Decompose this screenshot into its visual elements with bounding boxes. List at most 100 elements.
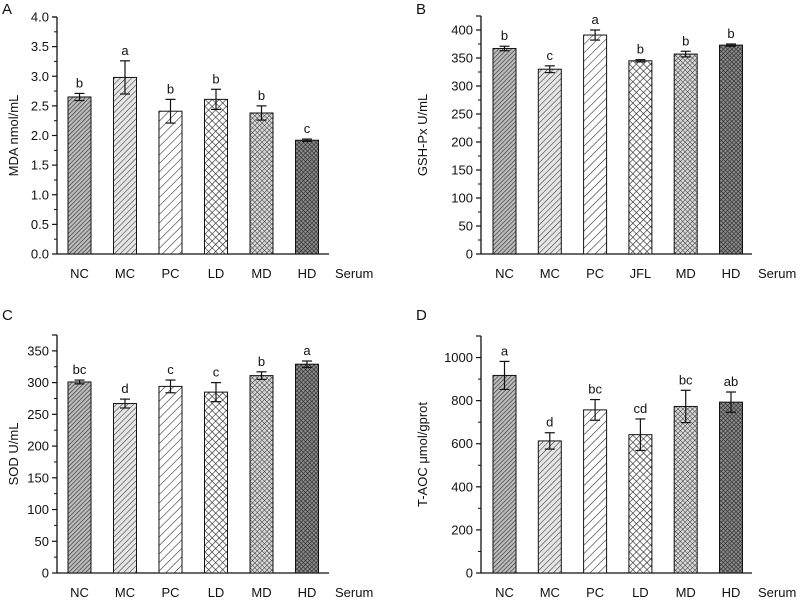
y-axis-label: T-AOC μmol/gprot bbox=[415, 402, 430, 507]
significance-letter: ab bbox=[724, 374, 738, 389]
significance-letter: c bbox=[547, 48, 554, 63]
x-tick-label: HD bbox=[298, 585, 317, 600]
bar-mc bbox=[113, 76, 137, 255]
bar-nc bbox=[67, 96, 92, 255]
bar-hd bbox=[719, 401, 743, 574]
y-tick-label: 100 bbox=[451, 191, 473, 206]
y-tick-label: 300 bbox=[27, 375, 49, 390]
bar-mc bbox=[537, 440, 562, 574]
significance-letter: c bbox=[304, 121, 311, 136]
y-tick-label: 2.0 bbox=[31, 128, 49, 143]
panel-label: C bbox=[2, 307, 13, 324]
x-tick-label: HD bbox=[722, 266, 741, 281]
x-tick-label: HD bbox=[298, 266, 317, 281]
bar-md bbox=[249, 375, 274, 574]
x-tick-label: NC bbox=[70, 585, 89, 600]
bar-md bbox=[249, 112, 274, 255]
y-tick-label: 250 bbox=[451, 107, 473, 122]
y-tick-label: 3.0 bbox=[31, 69, 49, 84]
bar-mc bbox=[537, 68, 562, 255]
significance-letter: c bbox=[167, 362, 174, 377]
y-tick-label: 50 bbox=[35, 534, 49, 549]
x-tick-label: LD bbox=[208, 266, 225, 281]
bar-md bbox=[673, 53, 698, 255]
y-tick-label: 400 bbox=[451, 479, 473, 494]
bar-hd bbox=[295, 363, 319, 574]
significance-letter: a bbox=[591, 12, 599, 27]
y-tick-label: 0 bbox=[466, 247, 473, 262]
significance-letter: cd bbox=[634, 401, 648, 416]
bar-nc bbox=[67, 381, 92, 574]
y-tick-label: 1.5 bbox=[31, 158, 49, 173]
significance-letter: b bbox=[258, 88, 265, 103]
y-tick-label: 1000 bbox=[444, 350, 473, 365]
y-tick-label: 100 bbox=[27, 502, 49, 517]
significance-letter: a bbox=[501, 343, 509, 358]
significance-letter: bc bbox=[73, 362, 87, 377]
bar-md bbox=[673, 405, 698, 574]
y-tick-label: 250 bbox=[27, 407, 49, 422]
bar-pc bbox=[583, 34, 608, 255]
y-tick-label: 350 bbox=[27, 343, 49, 358]
significance-letter: bc bbox=[588, 382, 602, 397]
x-axis-label: Serum bbox=[758, 585, 796, 600]
y-tick-label: 1.0 bbox=[31, 187, 49, 202]
x-tick-label: PC bbox=[161, 585, 179, 600]
y-tick-label: 350 bbox=[451, 51, 473, 66]
x-tick-label: PC bbox=[161, 266, 179, 281]
x-tick-label: JFL bbox=[630, 266, 652, 281]
bar-hd bbox=[719, 44, 743, 255]
bar-pc bbox=[158, 385, 183, 574]
significance-letter: b bbox=[501, 28, 508, 43]
significance-letter: a bbox=[303, 343, 311, 358]
x-axis-label: Serum bbox=[758, 266, 796, 281]
bar-mc bbox=[113, 403, 137, 574]
y-tick-label: 200 bbox=[27, 439, 49, 454]
x-tick-label: MD bbox=[676, 266, 696, 281]
x-tick-label: MD bbox=[251, 585, 271, 600]
x-tick-label: MC bbox=[540, 585, 560, 600]
y-tick-label: 0 bbox=[42, 566, 49, 581]
y-axis-label: MDA nmol/mL bbox=[6, 95, 21, 177]
y-tick-label: 50 bbox=[459, 219, 473, 234]
panel-label: B bbox=[416, 1, 426, 18]
y-tick-label: 600 bbox=[451, 436, 473, 451]
x-tick-label: PC bbox=[586, 585, 604, 600]
significance-letter: b bbox=[727, 26, 734, 41]
y-axis-label: GSH-Px U/mL bbox=[415, 94, 430, 176]
significance-letter: b bbox=[637, 42, 644, 57]
x-tick-label: MC bbox=[540, 266, 560, 281]
y-tick-label: 150 bbox=[451, 163, 473, 178]
bar-jfl bbox=[628, 60, 653, 255]
bar-nc bbox=[492, 374, 517, 574]
panel-a: A 0.0 0.5 1.0 1.5 2.0 2.5 3.0 3.5 4.0 MDA nmol/mL b… bbox=[2, 1, 373, 281]
x-tick-label: NC bbox=[495, 585, 514, 600]
bar-ld bbox=[204, 391, 228, 574]
y-tick-label: 3.5 bbox=[31, 39, 49, 54]
x-tick-label: NC bbox=[495, 266, 514, 281]
significance-letter: bc bbox=[679, 372, 693, 387]
y-tick-label: 0.0 bbox=[31, 247, 49, 262]
significance-letter: c bbox=[213, 365, 220, 380]
y-tick-label: 0.5 bbox=[31, 217, 49, 232]
bar-ld bbox=[204, 98, 228, 255]
y-tick-label: 4.0 bbox=[31, 10, 49, 25]
significance-letter: b bbox=[258, 354, 265, 369]
bar-ld bbox=[628, 434, 653, 574]
x-tick-label: PC bbox=[586, 266, 604, 281]
x-tick-label: LD bbox=[632, 585, 649, 600]
panel-b: B 0 50 100 150 200 250 300 350 400 GSH-Px U/mL b NC c… bbox=[415, 1, 796, 281]
significance-letter: d bbox=[121, 381, 128, 396]
y-axis-label: SOD U/mL bbox=[6, 423, 21, 486]
bar-nc bbox=[492, 47, 517, 255]
x-tick-label: NC bbox=[70, 266, 89, 281]
bar-pc bbox=[158, 110, 183, 255]
bar-pc bbox=[583, 409, 608, 574]
y-tick-label: 400 bbox=[451, 23, 473, 38]
x-tick-label: MD bbox=[251, 266, 271, 281]
significance-letter: a bbox=[121, 43, 129, 58]
x-tick-label: MC bbox=[115, 266, 135, 281]
y-tick-label: 200 bbox=[451, 135, 473, 150]
